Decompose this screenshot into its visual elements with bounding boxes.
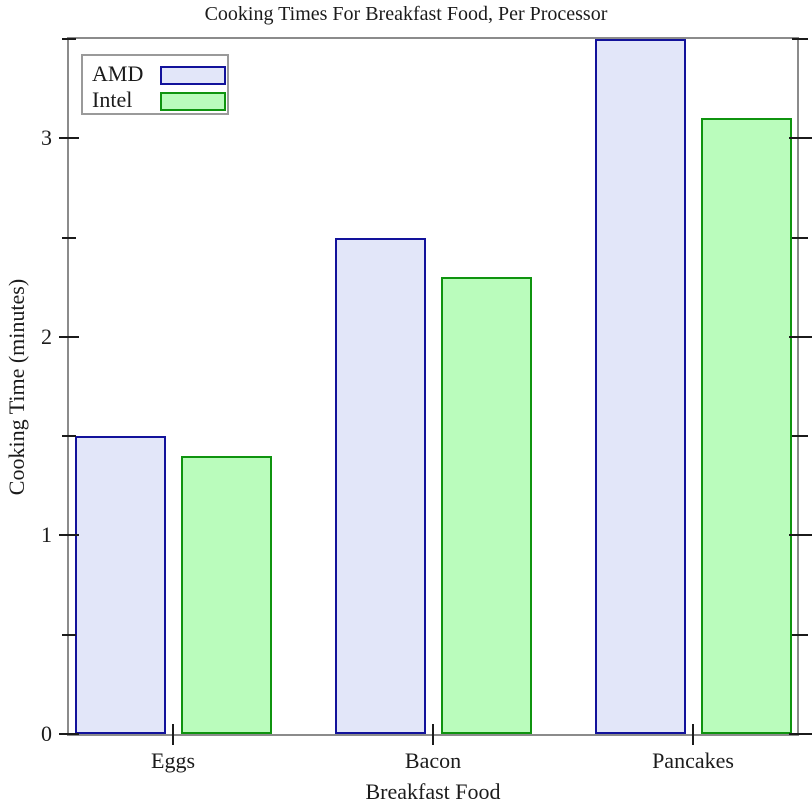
x-category-label: Bacon <box>404 748 462 773</box>
bar-intel-pancakes <box>700 118 792 734</box>
bar-intel-eggs <box>180 456 272 734</box>
y-tick-label: 2 <box>41 323 52 349</box>
bar-amd-pancakes <box>594 39 686 734</box>
x-category-label: Eggs <box>151 748 195 773</box>
legend-swatch-amd <box>160 66 226 85</box>
y-tick-label: 3 <box>41 125 52 151</box>
y-major-tick-right <box>789 137 812 140</box>
x-axis-label: Breakfast Food <box>365 779 501 804</box>
bar-intel-bacon <box>440 277 532 734</box>
y-minor-tick-left <box>62 236 76 239</box>
x-tick <box>692 724 694 745</box>
x-category-label: Pancakes <box>652 748 734 773</box>
y-minor-tick-left <box>62 633 76 636</box>
bar-amd-eggs <box>74 436 166 734</box>
y-major-tick-left <box>59 335 79 338</box>
x-tick <box>172 724 174 745</box>
plot-area: AMD Intel Breakfast Food Cooking Time (m… <box>4 37 812 804</box>
y-major-tick-right <box>789 733 812 735</box>
y-major-tick-left <box>59 137 79 140</box>
y-major-tick-left <box>59 733 79 735</box>
x-tick <box>432 724 434 745</box>
legend-label-amd: AMD <box>92 61 144 86</box>
legend-label-intel: Intel <box>92 87 133 112</box>
y-tick-label: 0 <box>41 721 52 746</box>
y-tick-label: 1 <box>41 522 52 548</box>
y-major-tick-right <box>789 534 812 537</box>
y-minor-tick-left <box>62 38 76 40</box>
y-minor-tick-right <box>792 236 808 239</box>
y-minor-tick-right <box>792 435 808 438</box>
y-minor-tick-right <box>792 633 808 636</box>
y-axis-label: Cooking Time (minutes) <box>4 278 29 496</box>
y-minor-tick-right <box>792 38 808 40</box>
bar-amd-bacon <box>334 237 426 734</box>
legend: AMD Intel <box>81 54 229 115</box>
y-major-tick-left <box>59 534 79 537</box>
chart-title: Cooking Times For Breakfast Food, Per Pr… <box>204 3 608 25</box>
legend-swatch-intel <box>160 92 226 111</box>
y-minor-tick-left <box>62 435 76 438</box>
y-major-tick-right <box>789 335 812 338</box>
